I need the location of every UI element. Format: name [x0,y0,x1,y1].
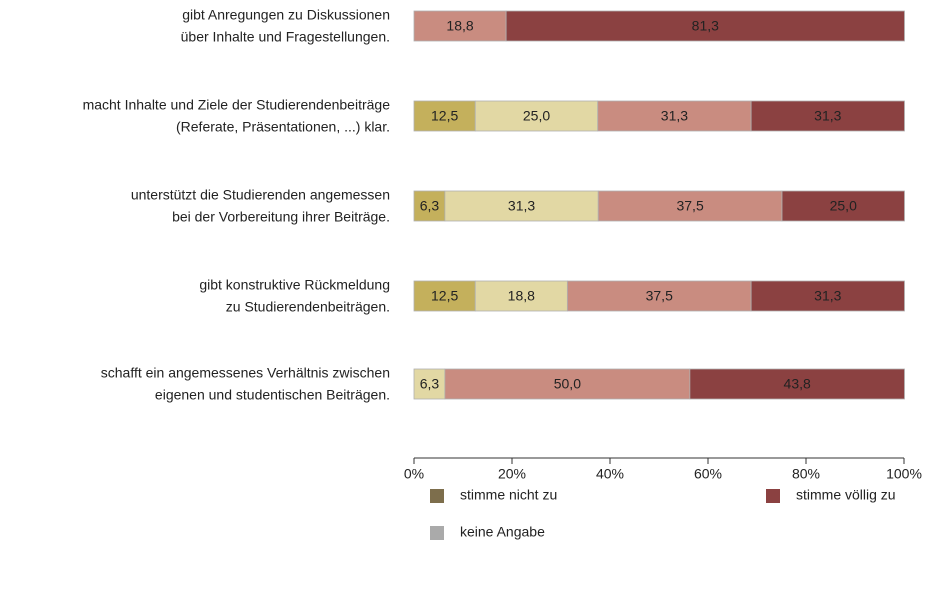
value-label: 6,3 [420,198,440,214]
category-label: schafft ein angemessenes Verhältnis zwis… [101,365,390,381]
value-label: 12,5 [431,288,458,304]
legend-label: stimme völlig zu [796,487,896,503]
bar-segment [781,190,905,222]
category-label: unterstützt die Studierenden angemessen [131,187,390,203]
legend-swatch [430,489,444,503]
x-tick-label: 60% [694,466,722,482]
bar-segment [689,368,905,400]
value-label: 6,3 [420,376,440,392]
value-label: 18,8 [508,288,535,304]
bar-segment [750,280,905,312]
value-label: 37,5 [676,198,703,214]
bar-segment [597,190,783,222]
legend-label: stimme nicht zu [460,487,557,503]
category-label: macht Inhalte und Ziele der Studierenden… [83,97,391,113]
value-label: 50,0 [554,376,581,392]
category-label: eigenen und studentischen Beiträgen. [155,387,390,403]
x-tick-label: 80% [792,466,820,482]
legend-swatch [430,526,444,540]
value-label: 18,8 [446,18,473,34]
category-label: zu Studierendenbeiträgen. [226,299,390,315]
category-label: gibt Anregungen zu Diskussionen [182,7,390,23]
x-tick-label: 0% [404,466,424,482]
bar-segment [413,100,476,132]
bar-segment [566,280,752,312]
value-label: 12,5 [431,108,458,124]
x-tick-label: 100% [886,466,922,482]
bar-segment [413,10,507,42]
legend-label: keine Angabe [460,524,545,540]
bar-segment [750,100,905,132]
value-label: 31,3 [661,108,688,124]
category-label: (Referate, Präsentationen, ...) klar. [176,119,390,135]
category-label: bei der Vorbereitung ihrer Beiträge. [172,209,390,225]
value-label: 31,3 [814,288,841,304]
category-label: gibt konstruktive Rückmeldung [199,277,390,293]
value-label: 81,3 [692,18,719,34]
bar-segment [474,280,568,312]
value-label: 37,5 [646,288,673,304]
x-tick-label: 40% [596,466,624,482]
bar-segment [505,10,905,42]
value-label: 31,3 [814,108,841,124]
value-label: 25,0 [523,108,550,124]
bar-segment [413,190,446,222]
value-label: 31,3 [508,198,535,214]
value-label: 43,8 [784,376,811,392]
x-tick-label: 20% [498,466,526,482]
legend-swatch [766,489,780,503]
category-label: über Inhalte und Fragestellungen. [181,29,390,45]
value-label: 25,0 [830,198,857,214]
bar-segment [444,190,599,222]
bar-segment [444,368,691,400]
bar-segment [597,100,752,132]
